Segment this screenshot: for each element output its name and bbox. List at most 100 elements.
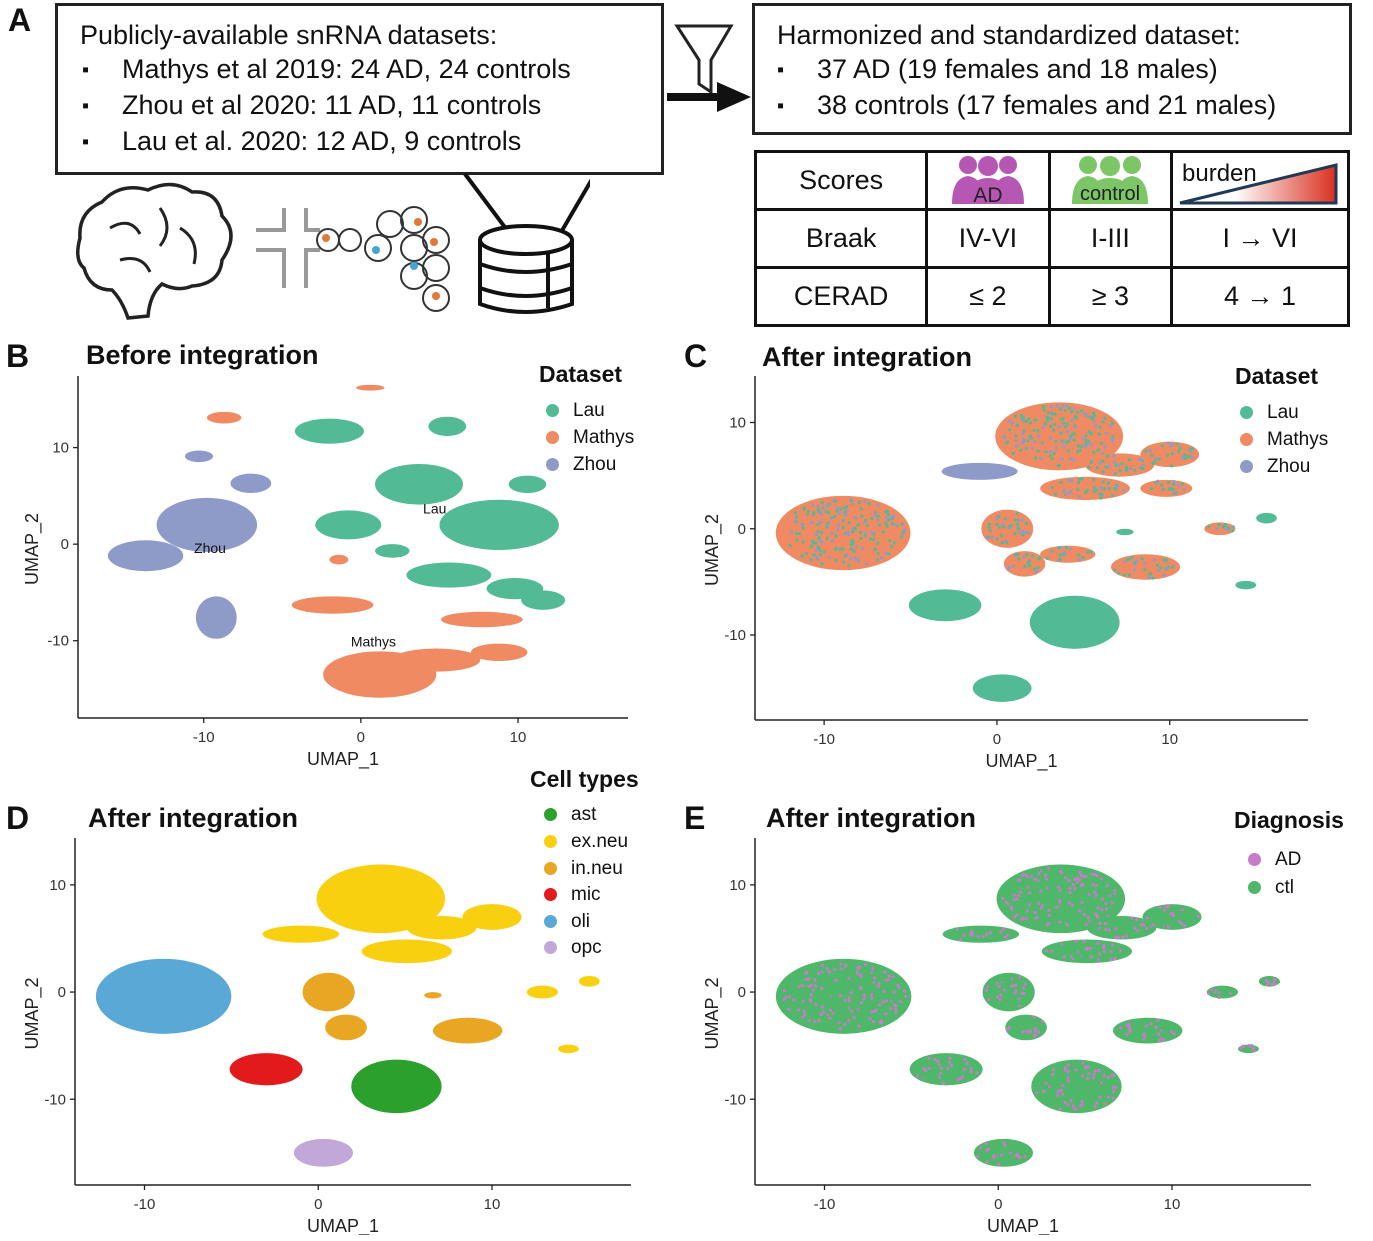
cell-point [1102, 943, 1106, 947]
cell-point [1072, 407, 1076, 411]
cell-point [1024, 446, 1029, 450]
cell-point [894, 1004, 898, 1008]
cell-point [881, 530, 886, 534]
cell-point [1092, 1072, 1096, 1076]
cell-point [1084, 434, 1088, 438]
cell-point [1010, 1157, 1014, 1161]
cell-point [1151, 576, 1155, 580]
cell-point [1060, 1065, 1064, 1070]
cell-point [1216, 993, 1220, 997]
cell-point [1069, 1096, 1074, 1100]
cell-point [990, 535, 995, 539]
cluster-mixed [981, 509, 1034, 548]
cluster-inneu [302, 972, 355, 1012]
cell-point [988, 529, 992, 533]
cell-point [1247, 1043, 1251, 1048]
cell-point [1054, 905, 1059, 910]
cluster-mixed [942, 925, 1020, 943]
cell-point [827, 994, 831, 999]
cell-point [860, 514, 864, 518]
legend-b-mathys: Mathys [546, 427, 634, 449]
cell-point [1048, 875, 1052, 879]
cell-point [1056, 1093, 1060, 1098]
cell-point [1147, 576, 1151, 580]
umap-clusters [775, 402, 1277, 702]
x-tick-label: 10 [510, 729, 527, 746]
cell-point [1095, 953, 1099, 957]
cell-point [1106, 1070, 1110, 1074]
cell-point [838, 547, 842, 551]
cell-point [1040, 441, 1045, 445]
cell-point [1119, 1026, 1123, 1030]
x-tick-label: 0 [314, 1196, 322, 1213]
panel-b-title: Before integration [86, 340, 319, 370]
cell-point [858, 531, 862, 535]
cell-point [811, 503, 815, 507]
cell-point [872, 1009, 876, 1013]
cell-point [1057, 1089, 1061, 1093]
cell-point [1119, 948, 1123, 953]
umap-plot-after-dataset: -10 0 10 -10 0 10 UMAP_1 UMAP_2 [702, 376, 1308, 772]
cell-point [876, 552, 880, 556]
cell-point [1037, 556, 1042, 560]
cell-point [1149, 1022, 1153, 1026]
cell-point [1048, 913, 1052, 918]
cell-point [1107, 928, 1111, 932]
legend-d-ast: ast [544, 804, 596, 826]
x-tick-label: -10 [193, 729, 215, 746]
cell-point [821, 506, 825, 510]
cell-point [853, 515, 857, 520]
cell-point [1080, 900, 1084, 905]
cell-point [851, 530, 855, 534]
cell-point [890, 545, 894, 549]
cell-point [1010, 421, 1014, 425]
panel-letter-d: D [6, 800, 30, 836]
cell-point [819, 530, 824, 534]
cell-point [1190, 447, 1194, 451]
cell-point [1026, 561, 1030, 565]
cell-point [862, 997, 866, 1001]
cell-point [879, 1019, 884, 1023]
cell-point [1097, 958, 1101, 962]
cell-point [1070, 410, 1074, 414]
cell-point [1135, 559, 1139, 563]
cell-point [1058, 553, 1062, 557]
cell-point [876, 541, 880, 545]
cell-point [848, 557, 853, 561]
cluster-mixed [1204, 522, 1236, 536]
cell-point [1127, 458, 1131, 462]
cell-point [1096, 941, 1100, 945]
cell-point [1125, 468, 1129, 472]
cell-point [1142, 1032, 1146, 1036]
cell-point [851, 977, 855, 981]
cell-point [1033, 1033, 1037, 1038]
cell-point [787, 1007, 791, 1012]
cell-point [1113, 486, 1117, 491]
cell-point [1025, 875, 1030, 879]
cluster-inneu [432, 1017, 503, 1044]
cell-point [787, 995, 792, 999]
cell-point [817, 546, 821, 550]
cell-point [847, 520, 851, 525]
cell-point [1098, 1095, 1102, 1099]
cell-point [1056, 903, 1060, 907]
cell-point [1113, 568, 1117, 572]
cluster-exneu [361, 939, 453, 964]
cell-point [1110, 421, 1114, 425]
cell-point [1163, 924, 1168, 928]
cell-point [814, 533, 819, 537]
legend-dot [544, 915, 557, 928]
cell-point [1013, 1005, 1017, 1009]
cell-point [1059, 431, 1063, 435]
cell-point [1029, 874, 1033, 878]
cell-point [887, 552, 891, 556]
cell-point [1156, 1018, 1160, 1022]
cell-point [936, 1070, 941, 1074]
cell-point [1170, 464, 1174, 468]
cell-point [1111, 943, 1115, 947]
cell-point [1076, 553, 1080, 557]
cell-point [843, 510, 847, 515]
cell-point [1217, 995, 1221, 999]
cell-point [1089, 946, 1093, 951]
cell-point [1054, 439, 1058, 443]
